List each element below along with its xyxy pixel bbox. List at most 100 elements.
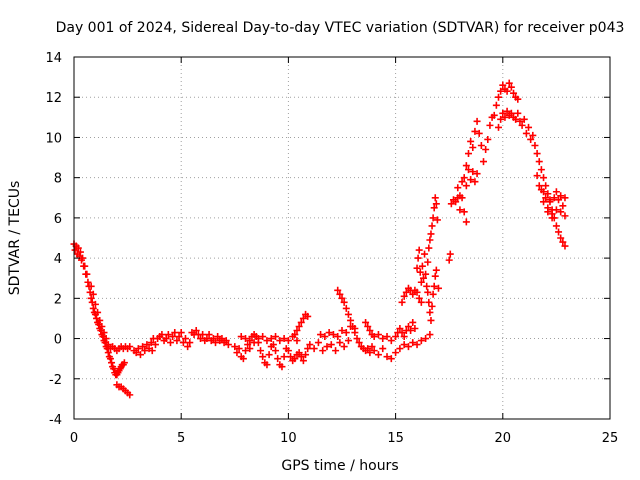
data-point <box>452 198 460 206</box>
y-tick-label: 12 <box>45 91 62 106</box>
data-point <box>432 266 440 274</box>
data-point <box>338 327 346 335</box>
data-point <box>486 121 494 129</box>
y-tick-label: 4 <box>54 252 62 267</box>
data-point <box>546 196 554 204</box>
data-point <box>136 351 144 359</box>
data-point <box>446 250 454 258</box>
data-point <box>284 347 292 355</box>
data-point <box>512 115 520 123</box>
data-point <box>477 141 485 149</box>
data-point <box>396 325 404 332</box>
data-point <box>484 135 492 143</box>
data-point <box>310 345 318 353</box>
data-point <box>169 333 177 341</box>
data-point <box>510 89 518 97</box>
data-point <box>514 95 522 103</box>
data-point <box>400 333 408 341</box>
data-point <box>501 113 509 121</box>
data-point <box>91 300 99 308</box>
data-point <box>237 333 245 341</box>
data-point <box>413 341 421 349</box>
x-tick-label: 10 <box>280 431 297 446</box>
data-point <box>379 345 387 353</box>
data-point <box>503 107 511 115</box>
data-point <box>366 349 374 357</box>
data-point <box>231 343 239 351</box>
data-point <box>304 312 312 320</box>
x-tick-label: 15 <box>387 431 404 446</box>
data-point <box>295 322 303 330</box>
data-point <box>89 304 97 312</box>
data-point <box>203 335 211 343</box>
data-point <box>427 230 435 238</box>
data-point <box>175 333 183 341</box>
data-point <box>94 308 102 316</box>
y-tick-label: 14 <box>45 51 62 66</box>
data-point <box>100 329 108 337</box>
data-point <box>409 339 417 347</box>
data-point <box>529 131 537 139</box>
data-point <box>239 355 247 363</box>
data-point <box>166 339 174 347</box>
data-point <box>425 298 433 306</box>
data-point <box>364 322 372 330</box>
data-point <box>516 117 524 125</box>
data-point <box>462 182 470 190</box>
data-point <box>368 343 376 351</box>
data-point <box>497 115 505 123</box>
data-point <box>402 288 410 296</box>
data-point <box>250 339 258 347</box>
data-point <box>419 274 427 282</box>
data-point <box>430 204 438 212</box>
data-point <box>400 292 408 300</box>
data-point <box>263 361 271 369</box>
data-point <box>431 272 439 280</box>
data-points <box>70 79 569 399</box>
data-point <box>374 351 382 359</box>
data-point <box>351 329 359 337</box>
data-point <box>276 337 284 345</box>
data-point <box>527 135 535 143</box>
data-point <box>287 353 295 361</box>
data-point <box>454 184 462 192</box>
data-point <box>433 216 441 224</box>
data-point <box>415 294 423 302</box>
data-point <box>432 200 440 208</box>
data-point <box>404 322 412 330</box>
data-point <box>495 93 503 101</box>
data-point <box>379 335 387 343</box>
data-point <box>340 298 348 306</box>
data-point <box>366 327 374 335</box>
y-tick-label: 6 <box>54 212 62 227</box>
data-point <box>148 347 156 355</box>
data-point <box>370 347 378 355</box>
data-point <box>224 341 232 349</box>
data-point <box>162 335 170 343</box>
data-point <box>429 290 437 298</box>
data-point <box>422 270 430 278</box>
data-point <box>344 310 352 318</box>
data-point <box>246 337 254 345</box>
data-point <box>518 121 526 129</box>
data-point <box>396 345 404 353</box>
plot-frame <box>73 56 611 420</box>
axis-ticks: 0 5 10 15 20 25 -4 -2 0 2 4 6 8 10 12 14 <box>45 51 618 446</box>
data-point <box>186 339 194 347</box>
data-point <box>214 333 222 341</box>
data-point <box>344 337 352 345</box>
data-point <box>374 331 382 339</box>
data-point <box>423 282 431 290</box>
data-point <box>76 248 84 256</box>
data-point <box>467 176 475 184</box>
data-point <box>199 331 207 339</box>
data-point <box>242 347 250 355</box>
y-tick-label: 8 <box>54 172 62 187</box>
data-point <box>505 79 513 87</box>
data-point <box>462 218 470 226</box>
data-point <box>480 158 488 166</box>
data-point <box>555 196 563 204</box>
data-point <box>531 141 539 149</box>
data-point <box>430 282 438 290</box>
data-point <box>460 174 468 182</box>
